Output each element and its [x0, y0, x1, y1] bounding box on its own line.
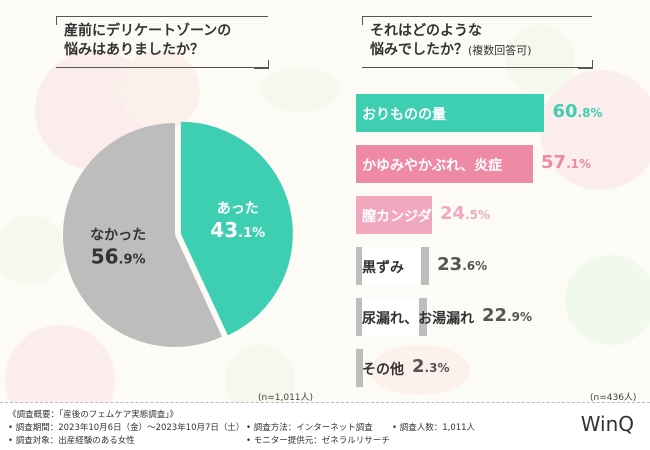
left-title-line2: 悩みはありましたか？: [64, 42, 204, 58]
bar-value-1: 57.1%: [541, 152, 591, 173]
bar-5: [356, 349, 364, 387]
bar-label-1: かゆみやかぶれ、炎症: [362, 158, 503, 174]
survey-footer: 《調査概要：「産後のフェムケア実態調査」》 • 調査期間：2023年10月6日（…: [0, 402, 650, 450]
footer-overview: 《調査概要：「産後のフェムケア実態調査」》: [8, 410, 179, 420]
left-title-line-bottom: [56, 67, 268, 68]
bar-value-0: 60.8%: [552, 101, 603, 122]
right-title-line-top: [362, 16, 592, 17]
bar-label-3: 黒ずみ: [362, 260, 404, 276]
bar-value-3: 23.6%: [437, 254, 488, 275]
bar-label-2: 膣カンジダ: [362, 209, 432, 225]
bar-2: [356, 196, 432, 234]
pie-label-yes: あった: [217, 201, 259, 217]
pie-label-no: なかった: [90, 228, 146, 244]
pie-value-no: 56.9%: [91, 245, 146, 269]
left-question-title: 産前にデリケートゾーンの 悩みはありましたか？: [64, 22, 264, 60]
left-title-line-top: [56, 16, 268, 17]
footer-method: • 調査方法：インターネット調査: [246, 423, 373, 433]
right-title-line1: それはどのような: [370, 23, 482, 39]
right-title-line-bottom: [362, 67, 592, 68]
left-title-line1: 産前にデリケートゾーンの: [64, 23, 232, 39]
pie-slice-yes: [180, 121, 293, 336]
bar-fill-4: [356, 298, 427, 336]
right-title-bracket-bottom: [578, 60, 593, 69]
footer-provider: • モニター提供元：ゼネラルリサーチ: [246, 436, 390, 446]
bar-label-0: おりものの量: [362, 107, 446, 123]
bar-label-5: その他: [362, 362, 404, 378]
bar-value-2: 24.5%: [440, 203, 490, 224]
footer-target: • 調査対象：出産経験のある女性: [8, 436, 135, 446]
right-question-title: それはどのような 悩みでしたか？(複数回答可): [370, 22, 600, 60]
right-sample-size: (n=436人): [590, 393, 637, 403]
winq-logo: WinQ: [580, 412, 634, 436]
bar-0: [356, 94, 545, 132]
bar-1: [356, 145, 533, 183]
pie-slice-no: [63, 123, 223, 347]
left-sample-size: (n=1,011人): [258, 393, 314, 403]
footer-period: • 調査期間：2023年10月6日（金）～2023年10月7日（土）: [8, 423, 245, 433]
right-title-line2: 悩みでしたか？: [370, 42, 468, 58]
right-title-sub: (複数回答可): [468, 44, 532, 57]
footer-count: • 調査人数：1,011人: [392, 423, 476, 433]
bar-3: [356, 247, 430, 285]
bar-4: [356, 298, 427, 336]
bar-value-4: 22.9%: [482, 305, 532, 326]
pie-value-yes: 43.1%: [210, 218, 265, 242]
bar-fill-5: [356, 349, 364, 387]
left-title-bracket-bottom: [254, 60, 269, 69]
bar-label-4: 尿漏れ、お湯漏れ: [362, 311, 475, 327]
bar-fill-3: [356, 247, 430, 285]
bar-value-5: 2.3%: [412, 356, 450, 377]
